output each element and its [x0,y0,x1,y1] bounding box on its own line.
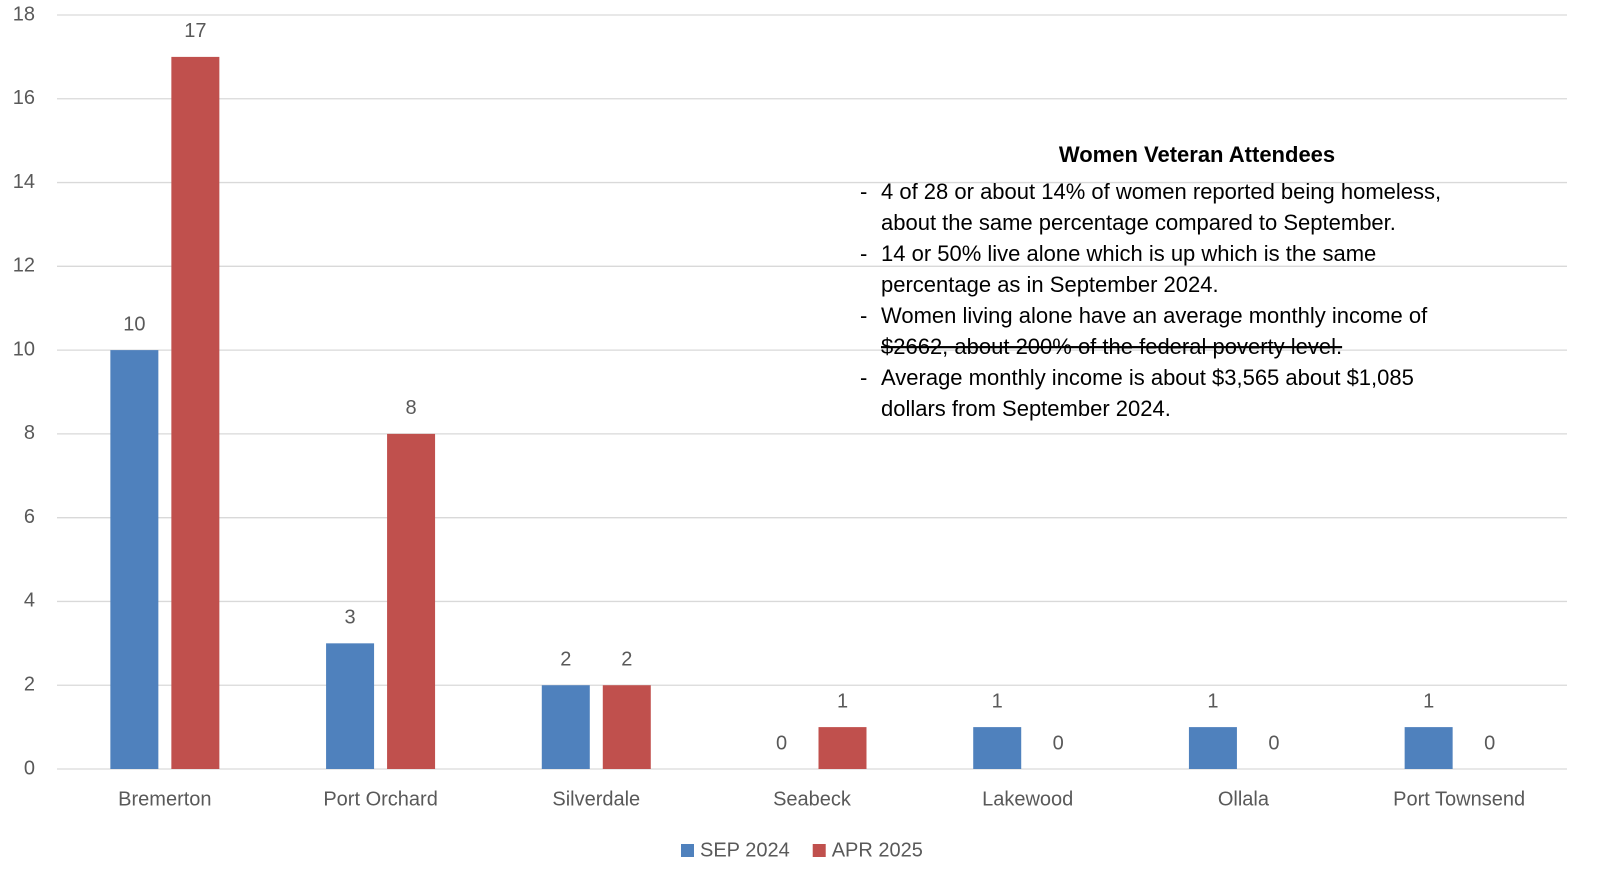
legend-label: SEP 2024 [700,839,790,861]
bar [602,685,651,769]
y-tick-label: 18 [13,3,35,25]
value-label: 1 [1207,690,1218,712]
annotation-line: $2662, about 200% of the federal poverty… [881,334,1342,359]
bar [326,643,375,769]
y-tick-label: 10 [13,338,35,360]
value-label: 2 [621,649,632,671]
x-tick-label: Seabeck [773,788,852,810]
bar [818,727,867,769]
bar [171,56,220,769]
y-tick-label: 4 [24,590,35,612]
value-label: 0 [776,732,787,754]
bullet-dash: - [860,241,867,266]
value-label: 2 [560,649,571,671]
value-label: 1 [992,690,1003,712]
value-label: 1 [1423,690,1434,712]
y-tick-label: 8 [24,422,35,444]
value-label: 0 [1484,732,1495,754]
y-tick-label: 16 [13,87,35,109]
legend-swatch [681,844,694,857]
x-tick-label: Bremerton [118,788,211,810]
y-tick-label: 6 [24,506,35,528]
y-tick-label: 12 [13,255,35,277]
y-tick-label: 0 [24,757,35,779]
value-label: 1 [837,690,848,712]
bar [541,685,590,769]
bar [110,350,159,769]
annotation-line: Average monthly income is about $3,565 a… [881,365,1414,390]
annotation-line: 14 or 50% live alone which is up which i… [881,241,1376,266]
bullet-dash: - [860,303,867,328]
x-tick-label: Port Townsend [1393,788,1525,810]
value-label: 0 [1053,732,1064,754]
bar [973,727,1022,769]
value-label: 17 [184,20,206,42]
y-tick-label: 14 [13,171,35,193]
y-tick-label: 2 [24,674,35,696]
bullet-dash: - [860,179,867,204]
legend-swatch [812,844,826,857]
x-tick-label: Silverdale [552,788,640,810]
annotation-line: 4 of 28 or about 14% of women reported b… [881,179,1441,204]
x-tick-label: Port Orchard [323,788,437,810]
bar [1404,727,1453,769]
value-label: 3 [345,607,356,629]
x-tick-label: Lakewood [982,788,1073,810]
annotation-line: percentage as in September 2024. [881,272,1219,297]
bar [1188,727,1237,769]
value-label: 10 [123,313,145,335]
value-label: 8 [406,397,417,419]
annotation-line: about the same percentage compared to Se… [881,210,1396,235]
bullet-dash: - [860,365,867,390]
annotation-line: Women living alone have an average month… [881,303,1428,328]
x-tick-label: Ollala [1218,788,1270,810]
bar [387,433,436,769]
value-label: 0 [1268,732,1279,754]
legend-label: APR 2025 [832,839,923,861]
annotation-line: dollars from September 2024. [881,396,1171,421]
annotation-title: Women Veteran Attendees [1059,142,1335,167]
